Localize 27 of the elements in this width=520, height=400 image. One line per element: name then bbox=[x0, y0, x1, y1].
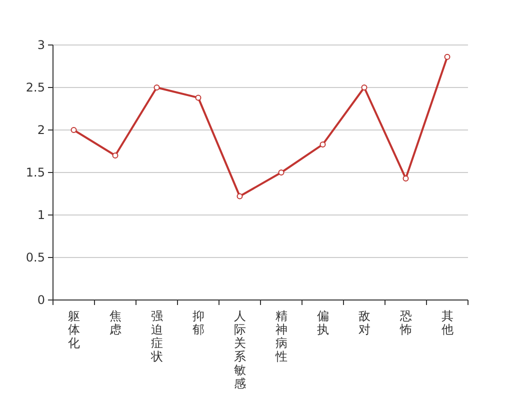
point bbox=[112, 152, 118, 158]
point bbox=[402, 175, 409, 182]
y-tick-label: 1 bbox=[37, 208, 45, 222]
point bbox=[278, 170, 284, 176]
point bbox=[70, 127, 77, 133]
x-tick-label: 其他 bbox=[441, 309, 454, 336]
x-tick-label: 焦虑 bbox=[109, 309, 122, 336]
x-tick-label: 恐怖 bbox=[398, 309, 412, 336]
point bbox=[236, 193, 243, 200]
x-tick-label: 精神病性 bbox=[274, 309, 288, 364]
x-tick-label: 躯体化 bbox=[68, 309, 80, 350]
y-tick-label: 0 bbox=[37, 293, 45, 307]
x-tick-label: 人际关系敏感 bbox=[234, 309, 246, 390]
point bbox=[195, 94, 202, 101]
x-tick-label: 偏执 bbox=[316, 309, 329, 336]
point bbox=[444, 54, 450, 60]
point bbox=[361, 84, 368, 90]
x-tick-label: 强迫症状 bbox=[150, 309, 163, 364]
point bbox=[320, 141, 326, 148]
y-tick-label: 0.5 bbox=[26, 250, 45, 264]
y-tick-label: 3 bbox=[37, 38, 45, 52]
y-tick-label: 2 bbox=[37, 123, 45, 137]
point bbox=[154, 84, 160, 90]
x-tick-label: 抑郁 bbox=[192, 309, 204, 336]
x-tick-label: 敌对 bbox=[358, 309, 370, 336]
y-tick-label: 1.5 bbox=[26, 166, 45, 180]
y-tick-label: 2.5 bbox=[26, 80, 45, 94]
